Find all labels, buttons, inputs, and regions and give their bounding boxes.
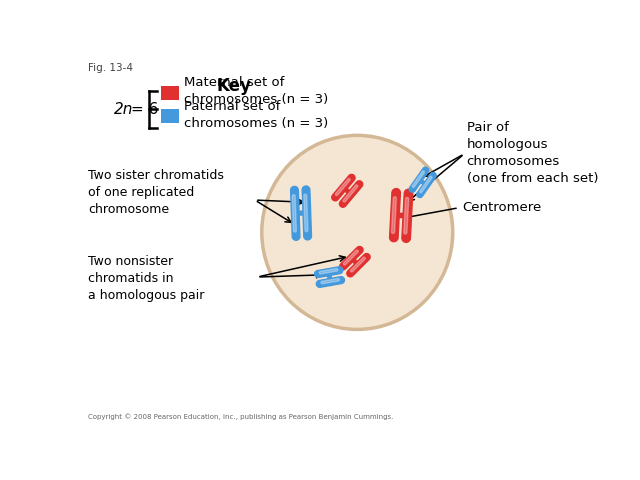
Text: Fig. 13-4: Fig. 13-4 xyxy=(88,63,132,73)
Polygon shape xyxy=(390,189,401,241)
Polygon shape xyxy=(349,256,361,267)
Polygon shape xyxy=(319,268,338,274)
Text: Maternal set of
chromosomes (n = 3): Maternal set of chromosomes (n = 3) xyxy=(184,76,328,107)
Polygon shape xyxy=(332,174,355,201)
Polygon shape xyxy=(327,270,332,284)
Polygon shape xyxy=(304,194,308,232)
Text: Pair of
homologous
chromosomes
(one from each set): Pair of homologous chromosomes (one from… xyxy=(467,121,598,185)
Polygon shape xyxy=(343,185,358,202)
Polygon shape xyxy=(316,276,344,288)
Polygon shape xyxy=(339,181,363,207)
Polygon shape xyxy=(417,178,429,187)
Polygon shape xyxy=(321,278,340,284)
Polygon shape xyxy=(402,189,413,242)
Polygon shape xyxy=(302,186,312,240)
Polygon shape xyxy=(291,186,300,240)
Text: Two nonsister
chromatids in
a homologous pair: Two nonsister chromatids in a homologous… xyxy=(88,255,204,302)
Polygon shape xyxy=(292,211,310,216)
Text: = 6: = 6 xyxy=(131,102,158,117)
Bar xyxy=(161,109,179,123)
Polygon shape xyxy=(404,197,409,234)
Polygon shape xyxy=(347,253,370,277)
Polygon shape xyxy=(409,167,429,192)
Polygon shape xyxy=(341,185,353,196)
Polygon shape xyxy=(315,267,343,277)
Text: Copyright © 2008 Pearson Education, Inc., publishing as Pearson Benjamin Cumming: Copyright © 2008 Pearson Education, Inc.… xyxy=(88,413,393,420)
Text: Two sister chromatids
of one replicated
chromosome: Two sister chromatids of one replicated … xyxy=(88,169,223,216)
Polygon shape xyxy=(351,257,365,272)
Polygon shape xyxy=(292,194,296,232)
Text: 2n: 2n xyxy=(114,102,133,117)
Text: Key: Key xyxy=(216,77,252,95)
Polygon shape xyxy=(343,250,358,265)
Polygon shape xyxy=(420,176,432,193)
Text: Centromere: Centromere xyxy=(462,201,541,214)
Polygon shape xyxy=(392,197,396,233)
Text: Paternal set of
chromosomes (n = 3): Paternal set of chromosomes (n = 3) xyxy=(184,99,328,130)
Polygon shape xyxy=(340,247,363,270)
Ellipse shape xyxy=(262,135,452,329)
Polygon shape xyxy=(412,171,424,188)
Polygon shape xyxy=(335,179,350,196)
Bar xyxy=(161,86,179,100)
Polygon shape xyxy=(392,213,410,218)
Polygon shape xyxy=(417,172,436,198)
